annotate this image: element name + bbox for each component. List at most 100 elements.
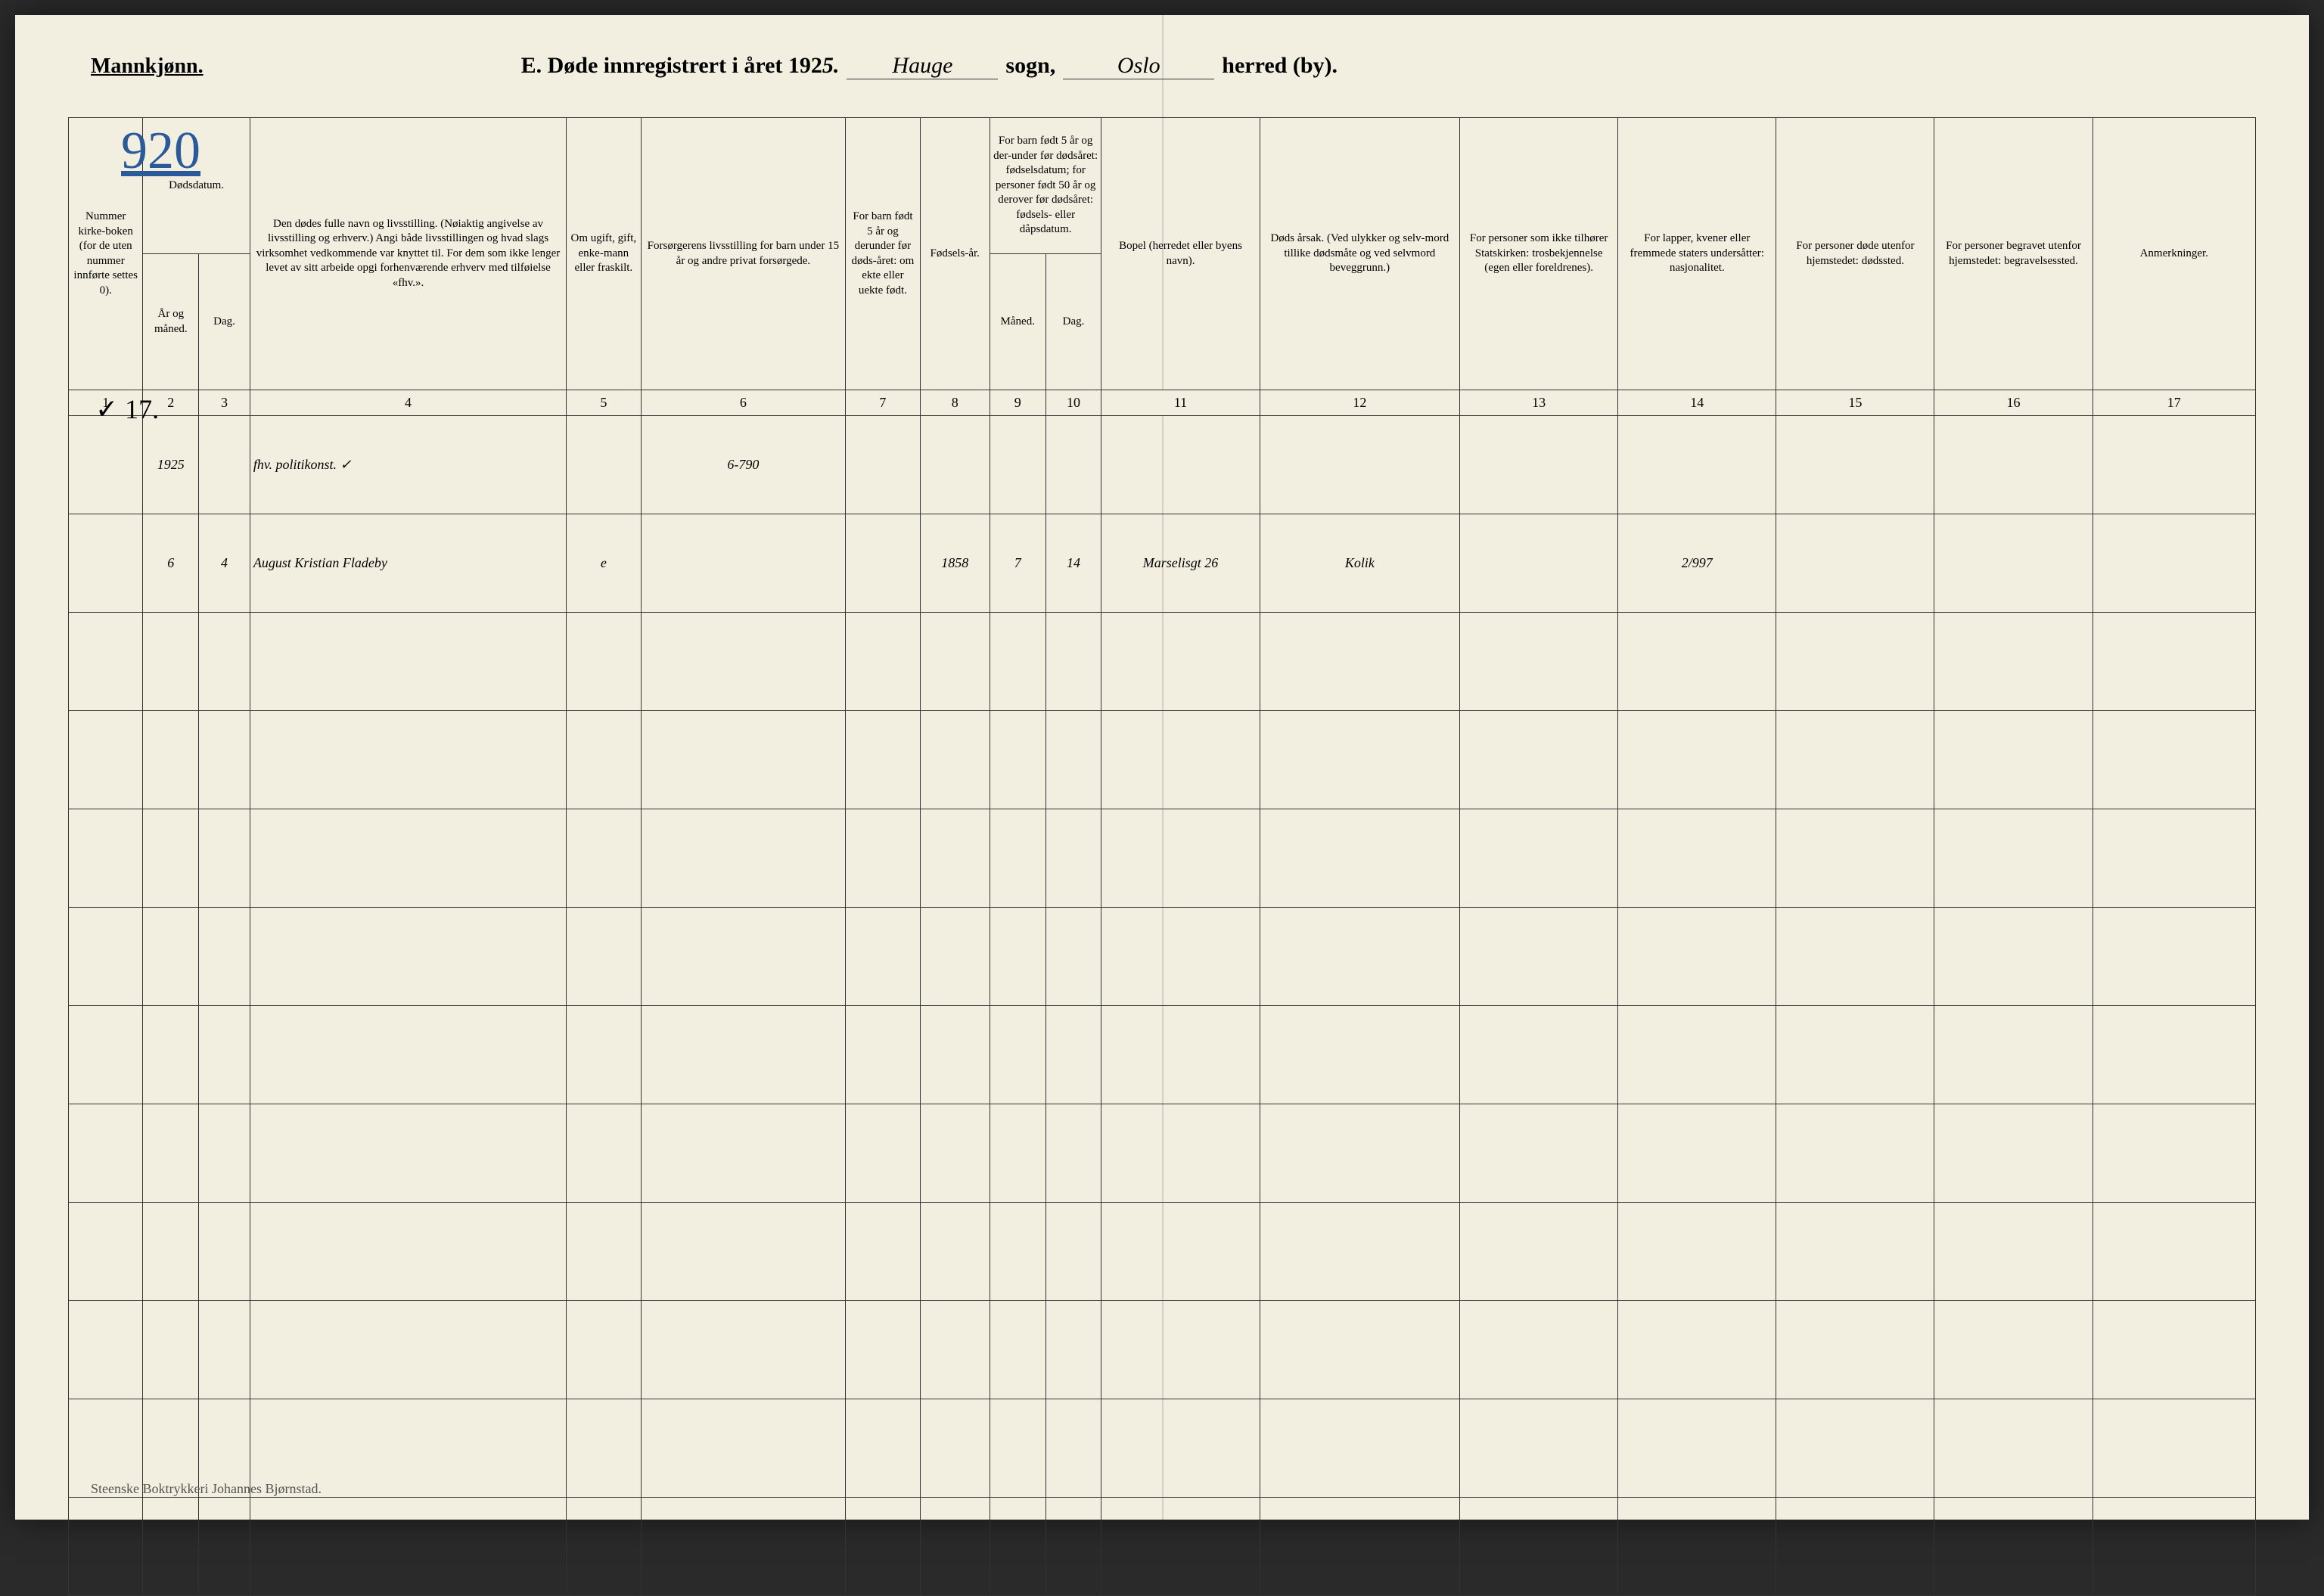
empty-cell	[920, 1006, 990, 1104]
empty-cell	[641, 1301, 846, 1399]
empty-cell	[1045, 908, 1101, 1006]
empty-cell	[846, 1399, 920, 1498]
empty-cell	[1460, 613, 1618, 711]
table-row-empty	[69, 809, 2256, 908]
table-row-empty	[69, 1006, 2256, 1104]
empty-cell	[143, 711, 199, 809]
table-body: 1925fhv. politikonst. ✓6-79064August Kri…	[69, 416, 2256, 1596]
sogn-value: Hauge	[847, 53, 998, 79]
empty-cell	[1045, 1203, 1101, 1301]
cell-c4: fhv. politikonst. ✓	[250, 416, 566, 514]
cell-c7	[846, 514, 920, 613]
empty-cell	[199, 908, 250, 1006]
empty-cell	[641, 1203, 846, 1301]
column-number: 14	[1618, 390, 1776, 416]
empty-cell	[846, 1498, 920, 1596]
column-number: 10	[1045, 390, 1101, 416]
empty-cell	[920, 1498, 990, 1596]
cell-c13	[1460, 416, 1618, 514]
empty-cell	[1260, 613, 1460, 711]
empty-cell	[846, 613, 920, 711]
column-number: 5	[567, 390, 641, 416]
col-header-6: Forsørgerens livsstilling for barn under…	[641, 118, 846, 390]
empty-cell	[143, 613, 199, 711]
column-number: 4	[250, 390, 566, 416]
empty-cell	[990, 1399, 1045, 1498]
column-number: 6	[641, 390, 846, 416]
col-header-10: Dag.	[1045, 254, 1101, 390]
empty-cell	[250, 809, 566, 908]
empty-cell	[1934, 613, 2093, 711]
cell-c7	[846, 416, 920, 514]
empty-cell	[250, 711, 566, 809]
empty-cell	[1101, 1399, 1260, 1498]
empty-cell	[199, 1301, 250, 1399]
cell-c2: 1925	[143, 416, 199, 514]
empty-cell	[1101, 809, 1260, 908]
empty-cell	[920, 1399, 990, 1498]
empty-cell	[567, 1498, 641, 1596]
empty-cell	[1618, 908, 1776, 1006]
empty-cell	[1460, 711, 1618, 809]
empty-cell	[1776, 809, 1934, 908]
empty-cell	[1618, 1006, 1776, 1104]
col-header-9: Måned.	[990, 254, 1045, 390]
table-row: 64August Kristian Fladebye1858714Marseli…	[69, 514, 2256, 613]
cell-c1	[69, 514, 143, 613]
empty-cell	[1934, 1104, 2093, 1203]
empty-cell	[641, 1498, 846, 1596]
empty-cell	[1934, 908, 2093, 1006]
empty-cell	[641, 1399, 846, 1498]
empty-cell	[250, 1203, 566, 1301]
page-number: 920	[121, 121, 200, 182]
empty-cell	[1260, 1399, 1460, 1498]
empty-cell	[567, 1006, 641, 1104]
empty-cell	[69, 711, 143, 809]
empty-cell	[2093, 613, 2255, 711]
cell-c16	[1934, 514, 2093, 613]
gender-label: Mannkjønn.	[91, 54, 204, 79]
cell-c9: 7	[990, 514, 1045, 613]
empty-cell	[199, 613, 250, 711]
year-suffix: 5.	[822, 53, 840, 79]
empty-cell	[920, 809, 990, 908]
empty-cell	[1260, 1104, 1460, 1203]
empty-cell	[567, 613, 641, 711]
empty-cell	[2093, 1104, 2255, 1203]
empty-cell	[1101, 613, 1260, 711]
empty-cell	[1101, 1203, 1260, 1301]
empty-cell	[1618, 1301, 1776, 1399]
empty-cell	[1460, 1301, 1618, 1399]
herred-value: Oslo	[1063, 53, 1214, 79]
document-page: Mannkjønn. E. Døde innregistrert i året …	[15, 15, 2309, 1520]
col-header-15: For personer døde utenfor hjemstedet: dø…	[1776, 118, 1934, 390]
col-header-7: For barn født 5 år og derunder før døds-…	[846, 118, 920, 390]
empty-cell	[1934, 809, 2093, 908]
table-head: Nummer kirke-boken (for de uten nummer i…	[69, 118, 2256, 416]
empty-cell	[1045, 1006, 1101, 1104]
cell-c16	[1934, 416, 2093, 514]
empty-cell	[567, 809, 641, 908]
table-row-empty	[69, 1301, 2256, 1399]
empty-cell	[846, 1203, 920, 1301]
cell-c1	[69, 416, 143, 514]
cell-c3: 4	[199, 514, 250, 613]
empty-cell	[846, 1301, 920, 1399]
empty-cell	[69, 1301, 143, 1399]
col-header-9-10-group: For barn født 5 år og der-under før døds…	[990, 118, 1101, 254]
cell-c12: Kolik	[1260, 514, 1460, 613]
empty-cell	[1045, 1399, 1101, 1498]
empty-cell	[1460, 809, 1618, 908]
empty-cell	[1101, 1301, 1260, 1399]
empty-cell	[1460, 1104, 1618, 1203]
empty-cell	[2093, 1006, 2255, 1104]
col-header-14: For lapper, kvener eller fremmede stater…	[1618, 118, 1776, 390]
empty-cell	[990, 613, 1045, 711]
col-header-2: År og måned.	[143, 254, 199, 390]
empty-cell	[143, 1104, 199, 1203]
content-area: Mannkjønn. E. Døde innregistrert i året …	[68, 53, 2256, 1482]
empty-cell	[143, 908, 199, 1006]
column-number: 16	[1934, 390, 2093, 416]
cell-c5	[567, 416, 641, 514]
empty-cell	[2093, 908, 2255, 1006]
